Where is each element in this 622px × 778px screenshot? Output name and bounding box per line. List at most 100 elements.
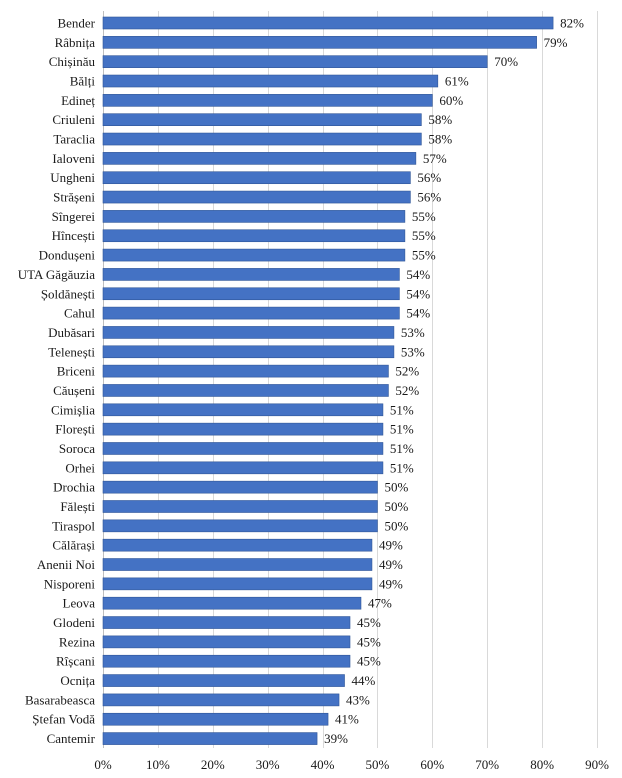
value-label: 44% <box>352 673 376 688</box>
bar <box>102 384 389 397</box>
bar <box>102 287 400 301</box>
bar <box>102 268 400 281</box>
bar <box>102 345 395 359</box>
value-label: 56% <box>417 170 441 185</box>
value-label: 52% <box>395 383 419 398</box>
value-label: 53% <box>401 344 425 359</box>
category-label: Bălți <box>70 74 96 89</box>
category-label: Briceni <box>57 364 96 379</box>
category-label: Fălești <box>60 499 95 514</box>
category-label: Edineț <box>61 93 95 108</box>
value-label: 58% <box>428 112 452 127</box>
bar <box>102 306 400 320</box>
x-tick-label: 80% <box>530 757 554 772</box>
category-label: Cimișlia <box>51 402 95 417</box>
category-label: Soroca <box>59 441 95 456</box>
value-label: 53% <box>401 325 425 340</box>
bar <box>102 674 345 687</box>
value-label: 79% <box>544 35 568 50</box>
value-label: 55% <box>412 248 436 263</box>
x-tick-label: 40% <box>311 757 335 772</box>
x-axis-tick-labels: 0% 10% 20% 30% 40% 50% 60% 70% 80% 90% <box>94 757 609 772</box>
bar <box>102 422 384 436</box>
category-label: Râbnița <box>55 35 96 50</box>
category-label: Dubăsari <box>48 325 95 340</box>
value-label: 54% <box>406 306 430 321</box>
x-tick-label: 60% <box>420 757 444 772</box>
bar <box>102 693 340 707</box>
value-label: 61% <box>445 74 469 89</box>
x-tick-label: 10% <box>146 757 170 772</box>
bar <box>102 113 422 126</box>
x-tick-label: 20% <box>201 757 225 772</box>
value-label: 54% <box>406 267 430 282</box>
category-label: Florești <box>55 422 95 437</box>
bar <box>102 171 411 185</box>
category-label: Telenești <box>48 344 95 359</box>
bar <box>102 519 378 533</box>
category-label: UTA Găgăuzia <box>18 267 96 282</box>
value-label: 51% <box>390 460 414 475</box>
x-tick-label: 50% <box>366 757 390 772</box>
category-label: Ialoveni <box>52 151 95 166</box>
value-label: 43% <box>346 692 370 707</box>
category-label: Călărași <box>52 538 95 553</box>
category-label: Cantemir <box>47 731 96 746</box>
value-label: 52% <box>395 364 419 379</box>
bar <box>102 480 378 494</box>
value-label: 45% <box>357 654 381 669</box>
category-label: Nisporeni <box>44 576 96 591</box>
bar <box>102 74 439 88</box>
bar <box>102 229 406 243</box>
category-label: Ungheni <box>50 170 95 185</box>
x-tick-label: 30% <box>256 757 280 772</box>
value-label: 49% <box>379 576 403 591</box>
bar <box>102 36 537 49</box>
bar <box>102 55 488 68</box>
category-label: Bender <box>57 16 95 31</box>
bar <box>102 732 318 745</box>
bar <box>102 461 384 475</box>
category-label: Dondușeni <box>39 248 96 263</box>
category-label: Rezina <box>59 634 95 649</box>
value-label: 51% <box>390 402 414 417</box>
bar <box>102 364 389 378</box>
bar <box>102 654 351 668</box>
value-label: 45% <box>357 615 381 630</box>
value-label: 45% <box>357 634 381 649</box>
category-label: Rîșcani <box>56 654 95 669</box>
category-label: Drochia <box>53 480 95 495</box>
bar <box>102 403 384 417</box>
value-label: 82% <box>560 16 584 31</box>
value-label: 50% <box>384 499 408 514</box>
bar <box>102 500 378 513</box>
value-label: 60% <box>439 93 463 108</box>
value-label: 50% <box>384 480 408 495</box>
value-label: 57% <box>423 151 447 166</box>
category-label: Ocnița <box>60 673 95 688</box>
value-labels: 82% 79% 70% 61% 60% 58% 58% 57% 56% 56% 55% 55% 55% 5… <box>324 16 584 747</box>
bar <box>102 248 406 262</box>
bar <box>102 16 554 30</box>
category-labels: Bender Râbnița Chișinău Bălți Edineț Criuleni… <box>18 16 96 747</box>
value-label: 54% <box>406 286 430 301</box>
value-label: 39% <box>324 731 348 746</box>
bar <box>102 442 384 455</box>
category-label: Tiraspol <box>52 518 95 533</box>
category-label: Căușeni <box>53 383 95 398</box>
category-label: Cahul <box>64 306 95 321</box>
value-label: 55% <box>412 228 436 243</box>
category-label: Sîngerei <box>52 209 96 224</box>
bar <box>102 616 351 629</box>
x-tick-label: 70% <box>475 757 499 772</box>
category-label: Ștefan Vodă <box>32 712 95 727</box>
value-label: 70% <box>494 54 518 69</box>
category-label: Glodeni <box>53 615 95 630</box>
category-label: Orhei <box>65 460 95 475</box>
category-label: Taraclia <box>53 132 95 147</box>
value-label: 51% <box>390 441 414 456</box>
value-label: 41% <box>335 712 359 727</box>
bar <box>102 635 351 649</box>
